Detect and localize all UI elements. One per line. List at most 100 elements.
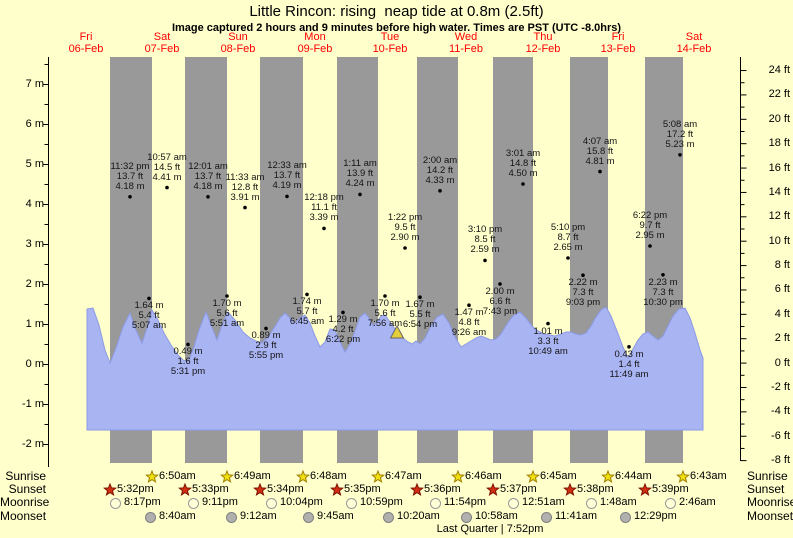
tide-event-label-high: 11:32 pm 13.7 ft 4.18 m — [93, 162, 167, 192]
day-label: Mon 09-Feb — [280, 31, 350, 55]
tide-event-dot — [521, 182, 525, 186]
tide-label-line: 11:33 am — [225, 172, 265, 183]
sunset-star-icon — [638, 483, 652, 497]
tide-label-line: 2.22 m — [568, 277, 598, 288]
moonrise-time: 10:04pm — [280, 496, 323, 508]
row-label-left-sunset: Sunset — [8, 482, 46, 496]
row-label-right-sunrise: Sunrise — [747, 469, 788, 483]
tide-event-label-low: 1.70 m 5.6 ft 5:51 am — [190, 299, 264, 329]
sunrise-star-icon — [601, 470, 615, 484]
tide-event-label-low: 2.22 m 7.3 ft 9:03 pm — [546, 278, 620, 308]
day-label: Tue 10-Feb — [355, 31, 425, 55]
tide-label-line: 13.7 ft — [194, 171, 222, 182]
tide-event-dot — [438, 189, 442, 193]
tide-event-label-low: 1.67 m 5.5 ft 6:54 pm — [383, 300, 457, 330]
chart-title: Little Rincon: rising neap tide at 0.8m … — [249, 3, 544, 20]
tide-label-line: 8.7 ft — [557, 232, 579, 243]
moonrise-time: 12:51am — [522, 496, 565, 508]
tide-label-line: 9:26 am — [451, 327, 487, 338]
tide-event-label-low: 0.43 m 1.4 ft 11:49 am — [592, 350, 666, 380]
tide-label-line: 2.23 m — [648, 277, 678, 288]
tide-label-line: 5.6 ft — [216, 308, 238, 319]
day-name: Sun — [228, 31, 248, 43]
tide-event-label-high: 12:01 am 13.7 ft 4.18 m — [171, 162, 245, 192]
sunrise-star-icon — [526, 470, 540, 484]
row-label-right-sunset: Sunset — [747, 482, 785, 496]
ytick-right-label: 24 ft — [768, 64, 790, 76]
moonset-icon — [541, 510, 555, 524]
tide-label-line: 6.6 ft — [489, 296, 511, 307]
sunset-star-icon — [486, 483, 500, 497]
tide-event-dot — [264, 326, 268, 331]
ytick-right-label: -8 ft — [771, 454, 790, 466]
tide-label-line: 6:22 pm — [632, 210, 668, 221]
sunrise-time: 6:43am — [690, 470, 727, 482]
tide-event-label-low: 0.89 m 2.9 ft 5:55 pm — [229, 331, 303, 361]
row-label-right-moonrise: Moonrise — [747, 495, 793, 509]
tide-event-label-low: 1.64 m 5.4 ft 5:07 am — [112, 301, 186, 331]
tide-label-line: 3.39 m — [309, 212, 339, 223]
tide-event-label-low: 0.49 m 1.6 ft 5:31 pm — [151, 347, 225, 377]
moonrise-time: 2:46am — [679, 496, 716, 508]
moonset-icon — [461, 510, 475, 524]
moonrise-icon — [346, 496, 360, 510]
tide-label-line: 14.2 ft — [426, 165, 454, 176]
sunset-star-icon — [103, 483, 117, 497]
tide-label-line: 1.70 m — [212, 298, 242, 309]
sunrise-time: 6:47am — [385, 470, 422, 482]
chart-subtitle: Image captured 2 hours and 9 minutes bef… — [171, 22, 622, 34]
day-date: 11-Feb — [448, 43, 484, 55]
tide-curve — [86, 306, 704, 431]
tide-label-line: 10:57 am — [147, 152, 187, 163]
tide-label-line: 5:08 am — [662, 119, 698, 130]
moonrise-icon — [430, 496, 444, 510]
day-name: Wed — [454, 31, 478, 43]
tide-label-line: 0.49 m — [173, 346, 203, 357]
day-name: Thu — [533, 31, 553, 43]
moonset-time: 10:20am — [397, 510, 440, 522]
tide-label-line: 4.41 m — [152, 172, 182, 183]
tide-event-dot — [546, 321, 550, 326]
tide-label-line: 9:03 pm — [565, 297, 601, 308]
tide-label-line: 2.59 m — [470, 244, 500, 255]
tide-label-line: 10:30 pm — [643, 297, 683, 308]
tide-event-dot — [128, 195, 132, 199]
day-label: Thu 12-Feb — [508, 31, 578, 55]
moonset-icon — [383, 510, 397, 524]
moonrise-icon — [586, 496, 600, 510]
tide-event-dot — [418, 295, 422, 300]
tide-event-label-high: 5:10 pm 8.7 ft 2.65 m — [531, 223, 605, 253]
tide-label-line: 5.4 ft — [138, 310, 160, 321]
tide-event-dot — [285, 194, 289, 199]
sunrise-star-icon — [296, 470, 310, 484]
ytick-right-label: 2 ft — [774, 332, 790, 344]
sunset-star-icon — [410, 483, 424, 497]
tide-label-line: 4.50 m — [508, 168, 538, 179]
tide-event-dot — [678, 153, 682, 157]
sunset-time: 5:35pm — [344, 483, 381, 495]
tide-label-line: 11.1 ft — [311, 202, 337, 213]
tide-event-dot — [186, 342, 190, 347]
sunrise-time: 6:46am — [465, 470, 502, 482]
sunset-time: 5:33pm — [192, 483, 229, 495]
tide-event-label-low: 2.23 m 7.3 ft 10:30 pm — [626, 278, 700, 308]
day-name: Mon — [304, 31, 326, 43]
ytick-right-label: 12 ft — [768, 210, 790, 222]
tide-label-line: 7.3 ft — [572, 287, 594, 298]
tide-event-dot — [341, 310, 345, 315]
moonrise-icon — [508, 496, 522, 510]
day-name: Sat — [153, 31, 171, 43]
tide-label-line: 12:33 am — [267, 160, 307, 171]
tide-event-label-high: 4:07 am 15.8 ft 4.81 m — [563, 137, 637, 167]
sunset-star-icon — [330, 483, 344, 497]
sunset-star-icon — [178, 483, 192, 497]
moonrise-time: 11:54pm — [444, 496, 486, 508]
tide-label-line: 0.89 m — [251, 330, 281, 341]
tide-event-label-low: 1.74 m 5.7 ft 6:45 am — [270, 297, 344, 327]
moonset-icon — [226, 510, 240, 524]
tide-label-line: 7:43 pm — [482, 306, 518, 317]
tide-event-label-high: 10:57 am 14.5 ft 4.41 m — [130, 153, 204, 183]
tide-label-line: 0.43 m — [614, 349, 644, 360]
